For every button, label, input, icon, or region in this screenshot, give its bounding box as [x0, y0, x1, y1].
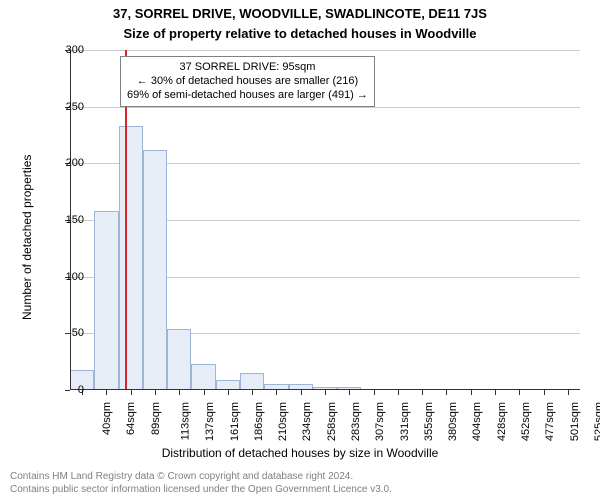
ytick-label: 50 — [44, 327, 84, 339]
figure-supertitle: 37, SORREL DRIVE, WOODVILLE, SWADLINCOTE… — [0, 6, 600, 21]
xtick-label: 113sqm — [179, 402, 191, 440]
xtick-label: 307sqm — [374, 402, 386, 441]
xtick-mark — [301, 390, 302, 395]
xtick-label: 428sqm — [496, 402, 508, 441]
xtick-mark — [471, 390, 472, 395]
plot-area: 37 SORREL DRIVE: 95sqm← 30% of detached … — [70, 50, 580, 390]
xtick-label: 331sqm — [399, 402, 411, 441]
xtick-label: 452sqm — [520, 402, 532, 441]
attribution-text: Contains HM Land Registry data © Crown c… — [10, 470, 392, 496]
histogram-bar — [119, 126, 143, 390]
infobox-line1: 37 SORREL DRIVE: 95sqm — [127, 61, 368, 75]
xtick-label: 210sqm — [277, 402, 289, 441]
attribution-line2: Contains public sector information licen… — [10, 483, 392, 496]
xtick-label: 355sqm — [423, 402, 435, 441]
histogram-bar — [143, 150, 167, 390]
xtick-mark — [325, 390, 326, 395]
ytick-label: 200 — [44, 157, 84, 169]
property-info-box: 37 SORREL DRIVE: 95sqm← 30% of detached … — [120, 56, 375, 107]
histogram-bar — [167, 329, 191, 390]
xtick-mark — [106, 390, 107, 395]
infobox-line2: ← 30% of detached houses are smaller (21… — [127, 75, 368, 89]
xtick-mark — [398, 390, 399, 395]
figure-container: 37, SORREL DRIVE, WOODVILLE, SWADLINCOTE… — [0, 0, 600, 500]
xtick-label: 64sqm — [125, 402, 137, 435]
xtick-mark — [495, 390, 496, 395]
xtick-label: 40sqm — [101, 402, 113, 435]
xtick-mark — [252, 390, 253, 395]
ytick-label: 250 — [44, 101, 84, 113]
xtick-label: 501sqm — [569, 402, 581, 441]
ytick-label: 300 — [44, 44, 84, 56]
ytick-label: 0 — [44, 384, 84, 396]
xtick-mark — [519, 390, 520, 395]
figure-title: Size of property relative to detached ho… — [0, 26, 600, 41]
xtick-label: 161sqm — [229, 402, 241, 441]
xtick-label: 258sqm — [326, 402, 338, 441]
xtick-mark — [179, 390, 180, 395]
xtick-label: 404sqm — [472, 402, 484, 441]
xtick-mark — [155, 390, 156, 395]
xtick-mark — [228, 390, 229, 395]
xtick-label: 477sqm — [544, 402, 556, 441]
y-axis-label: Number of detached properties — [20, 155, 34, 320]
ytick-label: 100 — [44, 271, 84, 283]
histogram-bar — [191, 364, 215, 390]
histogram-bar — [94, 211, 118, 390]
xtick-label: 283sqm — [350, 402, 362, 441]
xtick-label: 234sqm — [302, 402, 314, 441]
xtick-mark — [349, 390, 350, 395]
xtick-label: 380sqm — [447, 402, 459, 441]
infobox-line3: 69% of semi-detached houses are larger (… — [127, 89, 368, 103]
histogram-bar — [240, 373, 264, 390]
attribution-line1: Contains HM Land Registry data © Crown c… — [10, 470, 392, 483]
xtick-label: 89sqm — [150, 402, 162, 435]
x-axis-label: Distribution of detached houses by size … — [0, 446, 600, 460]
xtick-mark — [446, 390, 447, 395]
xtick-label: 186sqm — [253, 402, 265, 441]
xtick-mark — [276, 390, 277, 395]
xtick-label: 137sqm — [204, 402, 216, 441]
xtick-mark — [544, 390, 545, 395]
xtick-mark — [374, 390, 375, 395]
xtick-label: 525sqm — [593, 402, 600, 441]
gridline — [70, 50, 580, 51]
ytick-label: 150 — [44, 214, 84, 226]
xtick-mark — [204, 390, 205, 395]
xtick-mark — [422, 390, 423, 395]
xtick-mark — [131, 390, 132, 395]
xtick-mark — [568, 390, 569, 395]
